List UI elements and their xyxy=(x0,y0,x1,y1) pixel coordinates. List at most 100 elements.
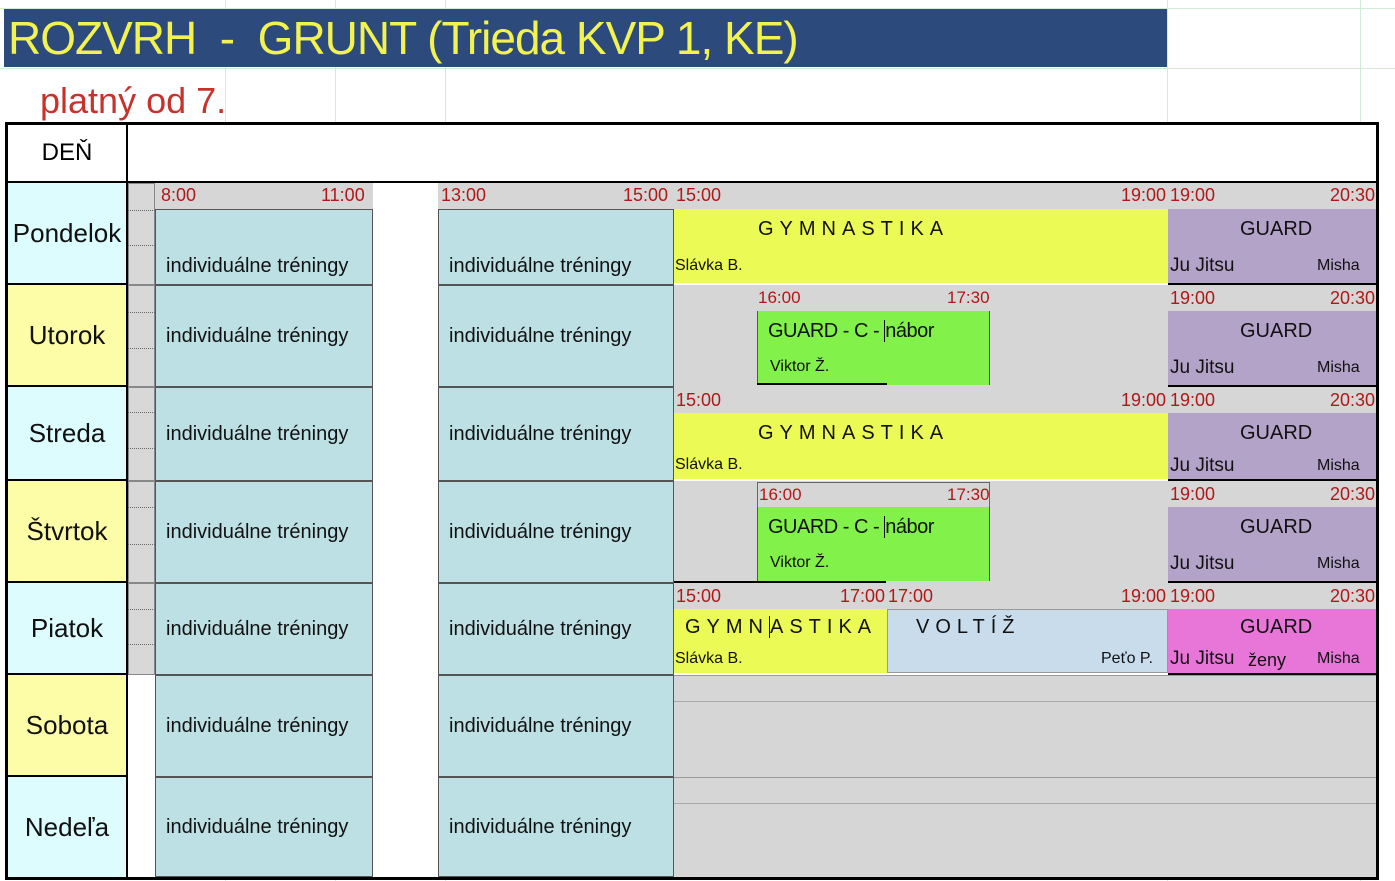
block-label: individuálne tréningy xyxy=(166,815,349,838)
time-bar xyxy=(674,387,1376,413)
free-time-sun xyxy=(674,777,1376,877)
strip xyxy=(128,583,155,675)
day-pondelok: Pondelok xyxy=(8,183,128,285)
strip-divider xyxy=(128,507,155,508)
individual-training-mon-pm[interactable]: individuálne tréningy xyxy=(438,209,674,285)
gymnastika-block-fri[interactable] xyxy=(674,609,887,673)
coach-label: Misha xyxy=(1317,650,1360,667)
day-label: Štvrtok xyxy=(26,515,108,546)
day-piatok: Piatok xyxy=(8,583,128,675)
day-label: Utorok xyxy=(28,319,106,350)
coach-label: Misha xyxy=(1317,359,1360,376)
time-label: 15:00 xyxy=(676,586,722,606)
gymnastika-block-mon[interactable] xyxy=(674,209,1168,283)
activity-label: GUARD - C - nábor xyxy=(768,320,934,343)
time-label: 17:00 xyxy=(888,586,934,606)
activity-label: GYMNASTIKA xyxy=(758,218,950,240)
strip xyxy=(128,387,155,481)
time-label: 19:00 xyxy=(1170,484,1216,504)
time-label: 20:30 xyxy=(1330,390,1376,410)
day-nedela: Nedeľa xyxy=(8,777,128,877)
guard-block-tue[interactable] xyxy=(1168,311,1376,385)
time-bar xyxy=(155,183,373,209)
gymnastika-block-wed[interactable] xyxy=(674,413,1168,479)
strip-divider xyxy=(128,210,155,211)
time-bar xyxy=(1168,285,1376,311)
coach-label: Misha xyxy=(1317,457,1360,474)
day-label: Piatok xyxy=(30,612,104,643)
coach-label: Viktor Ž. xyxy=(770,554,830,571)
block-label: individuálne tréningy xyxy=(166,255,349,277)
day-streda: Streda xyxy=(8,387,128,481)
time-label: 19:00 xyxy=(1121,185,1167,205)
block-label: individuálne tréningy xyxy=(166,617,349,640)
guard-c-block-thu[interactable] xyxy=(757,507,990,581)
coach-label: Misha xyxy=(1317,257,1360,274)
individual-training-thu-am[interactable]: individuálne tréningy xyxy=(155,481,373,583)
time-label: 13:00 xyxy=(441,185,487,205)
voltiz-block-fri[interactable] xyxy=(887,609,1168,673)
time-label: 19:00 xyxy=(1170,288,1216,308)
nabor-label: nábor xyxy=(884,320,934,342)
day-header-label: DEŇ xyxy=(41,139,93,166)
individual-training-sun-am[interactable]: individuálne tréningy xyxy=(155,777,373,877)
time-label: 19:00 xyxy=(1121,586,1167,606)
header-blank xyxy=(128,125,1376,183)
individual-training-sat-pm[interactable]: individuálne tréningy xyxy=(438,675,674,777)
block-label: individuálne tréningy xyxy=(449,617,632,640)
time-label: 15:00 xyxy=(676,390,722,410)
time-label: 19:00 xyxy=(1121,390,1167,410)
individual-training-wed-am[interactable]: individuálne tréningy xyxy=(155,387,373,481)
day-label: Nedeľa xyxy=(24,811,110,842)
guard-women-block-fri[interactable] xyxy=(1168,609,1376,673)
time-label: 20:30 xyxy=(1330,484,1376,504)
individual-training-sat-am[interactable]: individuálne tréningy xyxy=(155,675,373,777)
individual-training-wed-pm[interactable]: individuálne tréningy xyxy=(438,387,674,481)
time-label: 19:00 xyxy=(1170,586,1216,606)
activity-label: ženy xyxy=(1248,650,1287,670)
block-label: individuálne tréningy xyxy=(449,714,632,737)
gymn-part1: GYMN xyxy=(685,616,769,638)
block-label: individuálne tréningy xyxy=(166,422,349,445)
time-label: 17:00 xyxy=(840,586,886,606)
strip-divider xyxy=(128,348,155,349)
individual-training-fri-pm[interactable]: individuálne tréningy xyxy=(438,583,674,675)
guard-block-mon[interactable] xyxy=(1168,209,1376,283)
guard-c-block-tue[interactable] xyxy=(757,311,990,385)
individual-training-mon-am[interactable]: individuálne tréningy xyxy=(155,209,373,285)
time-bar xyxy=(438,183,674,209)
guard-c-label: GUARD - C - xyxy=(768,516,885,538)
block-label: individuálne tréningy xyxy=(449,255,632,277)
activity-label: GUARD xyxy=(1240,218,1313,240)
row-separator xyxy=(1168,385,1376,387)
page-subtitle: platný od 7. xyxy=(40,80,227,121)
time-label: 11:00 xyxy=(321,185,365,205)
individual-training-fri-am[interactable]: individuálne tréningy xyxy=(155,583,373,675)
time-bar xyxy=(674,583,1376,609)
block-label: individuálne tréningy xyxy=(166,714,349,737)
row-divider xyxy=(674,803,1376,804)
strip xyxy=(128,481,155,583)
coach-label: Slávka B. xyxy=(675,650,743,667)
guard-block-wed[interactable] xyxy=(1168,413,1376,479)
individual-training-sun-pm[interactable]: individuálne tréningy xyxy=(438,777,674,877)
row-separator xyxy=(1168,673,1376,675)
guard-block-thu[interactable] xyxy=(1168,507,1376,581)
strip-divider xyxy=(128,245,155,246)
activity-label: Ju Jitsu xyxy=(1170,455,1235,476)
activity-label: GUARD xyxy=(1240,320,1313,342)
time-label: 19:00 xyxy=(1170,185,1216,205)
strip-divider xyxy=(128,544,155,545)
time-label: 16:00 xyxy=(758,288,801,307)
activity-label: Ju Jitsu xyxy=(1170,648,1235,669)
strip xyxy=(128,183,155,285)
strip-divider xyxy=(128,644,155,645)
day-label: Streda xyxy=(28,417,106,448)
individual-training-tue-pm[interactable]: individuálne tréningy xyxy=(438,285,674,387)
activity-label: Ju Jitsu xyxy=(1170,255,1235,276)
time-cell-thu xyxy=(757,482,990,508)
block-overline xyxy=(674,581,886,583)
time-bar xyxy=(674,183,1376,209)
individual-training-thu-pm[interactable]: individuálne tréningy xyxy=(438,481,674,583)
individual-training-tue-am[interactable]: individuálne tréningy xyxy=(155,285,373,387)
